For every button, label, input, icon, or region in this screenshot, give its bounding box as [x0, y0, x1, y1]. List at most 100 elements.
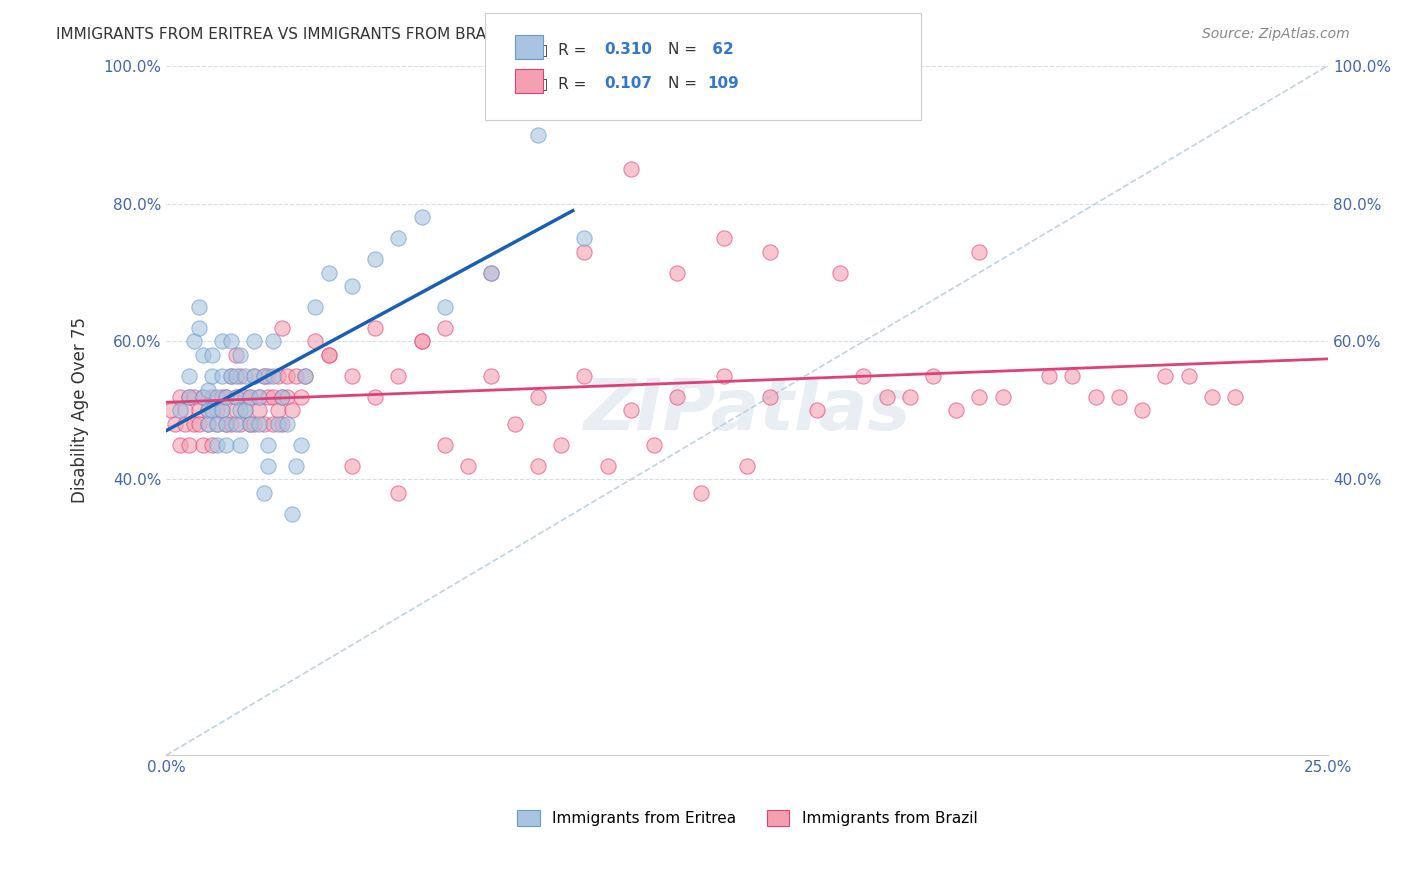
Point	[479, 369, 502, 384]
Point	[1062, 369, 1084, 384]
Point	[197, 417, 219, 432]
Point	[285, 458, 308, 473]
Point	[852, 369, 875, 384]
Point	[666, 390, 689, 404]
Point	[187, 417, 209, 432]
Point	[247, 390, 270, 404]
Point	[197, 383, 219, 397]
Point	[205, 390, 228, 404]
Point	[266, 403, 288, 417]
Point	[243, 417, 266, 432]
Point	[713, 369, 735, 384]
Point	[735, 458, 758, 473]
Point	[219, 369, 242, 384]
Point	[219, 369, 242, 384]
Point	[479, 266, 502, 280]
Point	[1154, 369, 1177, 384]
Point	[304, 334, 326, 349]
Point	[233, 403, 256, 417]
Point	[262, 417, 284, 432]
Point	[271, 390, 294, 404]
Point	[165, 417, 187, 432]
Point	[1177, 369, 1199, 384]
Point	[243, 369, 266, 384]
Point	[643, 438, 665, 452]
Point	[201, 438, 224, 452]
Point	[247, 417, 270, 432]
Text: Source: ZipAtlas.com: Source: ZipAtlas.com	[1202, 27, 1350, 41]
Point	[433, 320, 456, 334]
Point	[193, 348, 215, 362]
Point	[239, 417, 262, 432]
Point	[193, 438, 215, 452]
Point	[266, 417, 288, 432]
Point	[411, 334, 433, 349]
Point	[197, 417, 219, 432]
Point	[159, 403, 181, 417]
Point	[759, 244, 782, 259]
Point	[304, 300, 326, 314]
Point	[183, 417, 205, 432]
Point	[233, 403, 256, 417]
Point	[969, 390, 991, 404]
Point	[806, 403, 828, 417]
Point	[285, 369, 308, 384]
Text: N =: N =	[668, 76, 702, 91]
Point	[225, 417, 247, 432]
Point	[433, 300, 456, 314]
Point	[318, 348, 340, 362]
Point	[433, 438, 456, 452]
Point	[898, 390, 921, 404]
Point	[828, 266, 851, 280]
Point	[183, 334, 205, 349]
Point	[187, 300, 209, 314]
Point	[1038, 369, 1060, 384]
Point	[211, 390, 233, 404]
Point	[387, 231, 409, 245]
Point	[211, 403, 233, 417]
Point	[229, 369, 252, 384]
Point	[527, 128, 550, 142]
Point	[271, 417, 294, 432]
Point	[225, 390, 247, 404]
Point	[205, 403, 228, 417]
Point	[225, 348, 247, 362]
Point	[257, 369, 280, 384]
Point	[183, 390, 205, 404]
Point	[179, 369, 201, 384]
Point	[550, 438, 572, 452]
Point	[211, 334, 233, 349]
Point	[201, 369, 224, 384]
Point	[193, 390, 215, 404]
Point	[229, 417, 252, 432]
Point	[201, 403, 224, 417]
Point	[252, 369, 274, 384]
Point	[239, 417, 262, 432]
Point	[713, 231, 735, 245]
Point	[318, 348, 340, 362]
Point	[252, 486, 274, 500]
Point	[876, 390, 898, 404]
Point	[1084, 390, 1107, 404]
Point	[211, 403, 233, 417]
Point	[239, 390, 262, 404]
Point	[503, 417, 526, 432]
Point	[243, 369, 266, 384]
Point	[340, 279, 363, 293]
Point	[187, 403, 209, 417]
Point	[225, 369, 247, 384]
Point	[233, 390, 256, 404]
Point	[479, 266, 502, 280]
Point	[1201, 390, 1223, 404]
Text: ZIPatlas: ZIPatlas	[583, 376, 911, 445]
Point	[280, 403, 302, 417]
Point	[229, 403, 252, 417]
Point	[243, 334, 266, 349]
Point	[205, 438, 228, 452]
Point	[280, 507, 302, 521]
Point	[173, 417, 195, 432]
Point	[759, 390, 782, 404]
Point	[247, 390, 270, 404]
Point	[179, 390, 201, 404]
Point	[173, 403, 195, 417]
